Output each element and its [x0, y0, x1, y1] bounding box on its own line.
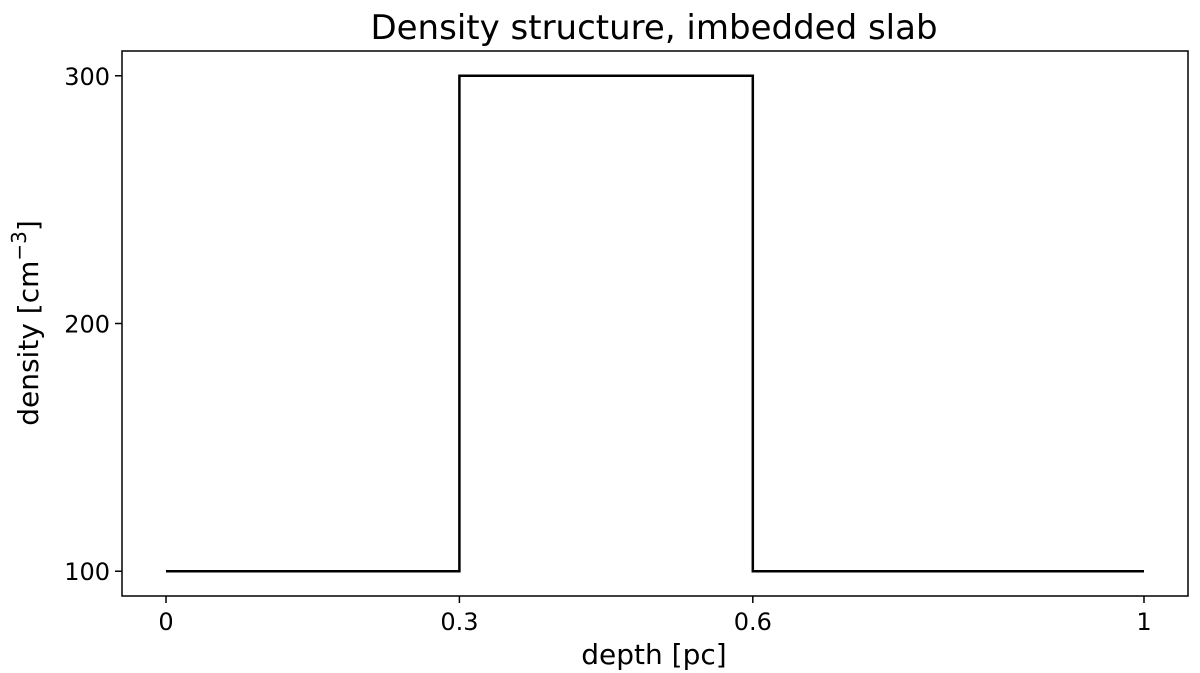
y-axis-label-exponent: −3 [7, 231, 31, 260]
y-tick-label: 200 [64, 311, 110, 339]
density-profile-line [166, 74, 1144, 573]
y-axis-label-main: density [cm [12, 261, 45, 426]
x-tick-label: 0.6 [734, 608, 772, 636]
x-axis-label: depth [pc] [581, 638, 726, 671]
y-tick-label: 100 [64, 558, 110, 586]
x-axis-ticks: 0 0.3 0.6 1 [158, 596, 1152, 636]
plot-frame [121, 50, 1189, 597]
y-tick-label: 300 [64, 63, 110, 91]
chart-title: Density structure, imbedded slab [370, 8, 937, 48]
series-layer [166, 74, 1144, 573]
y-axis-ticks: 100 200 300 [64, 63, 122, 586]
x-tick-label: 0.3 [440, 608, 478, 636]
y-axis-label: density [cm−3] [7, 220, 45, 426]
x-tick-label: 0 [158, 608, 173, 636]
y-axis-label-close: ] [12, 220, 45, 231]
x-tick-label: 1 [1136, 608, 1151, 636]
